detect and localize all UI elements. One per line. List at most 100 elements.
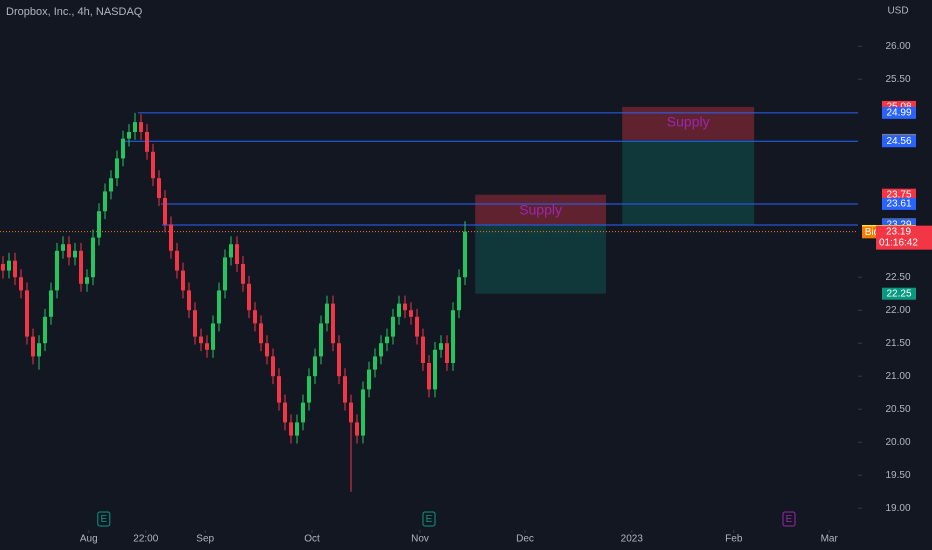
x-tick-label: Aug — [80, 534, 98, 545]
candle-body — [289, 422, 293, 436]
candle-body — [199, 336, 203, 344]
candle-body — [49, 290, 53, 317]
candle-body — [1, 264, 5, 271]
candle-body — [439, 343, 443, 350]
candle-body — [397, 303, 401, 317]
event-icon — [782, 511, 796, 527]
candle-body — [181, 270, 185, 291]
candle-body — [109, 178, 113, 192]
candle-body — [25, 290, 29, 337]
price-tag-label: 23.75 — [886, 189, 911, 200]
event-label: E — [786, 514, 793, 525]
candle-body — [349, 402, 353, 423]
candle-body — [85, 277, 89, 284]
candle-body — [415, 316, 419, 337]
candle-body — [223, 257, 227, 291]
candle-body — [331, 303, 335, 344]
candle-body — [337, 343, 341, 377]
supply-zone — [475, 194, 606, 225]
candle-body — [451, 310, 455, 363]
demand-zone — [475, 224, 606, 294]
candle-body — [295, 422, 299, 436]
candle-body — [325, 303, 329, 324]
event-icon — [422, 511, 436, 527]
candle-body — [7, 260, 11, 271]
candle-body — [193, 310, 197, 337]
candle-body — [373, 356, 377, 370]
candle-body — [283, 402, 287, 423]
candle-body — [361, 389, 365, 436]
candle-body — [301, 402, 305, 423]
event-label: E — [100, 514, 107, 525]
x-tick-label: Dec — [516, 534, 534, 545]
candle-body — [163, 198, 167, 225]
zone-label: Supply — [667, 114, 710, 130]
candle-body — [403, 303, 407, 311]
event-icon — [97, 511, 111, 527]
candle-body — [73, 250, 77, 258]
candle-body — [229, 244, 233, 258]
candle-body — [355, 422, 359, 436]
y-tick-label: 21.00 — [885, 371, 910, 382]
last-price-label: 23.19 — [886, 226, 911, 237]
price-tag-label: 24.56 — [886, 136, 911, 147]
price-tag-label: 23.61 — [886, 199, 911, 210]
candle-body — [367, 369, 371, 390]
candle-body — [67, 244, 71, 258]
candle-body — [421, 336, 425, 363]
candle-body — [235, 244, 239, 264]
candle-body — [205, 343, 209, 350]
candle-body — [187, 290, 191, 311]
chart-title: Dropbox, Inc., 4h, NASDAQ — [6, 6, 143, 18]
candle-body — [145, 132, 149, 152]
candle-body — [139, 122, 143, 132]
candle-body — [463, 231, 467, 278]
candle-body — [445, 343, 449, 363]
y-tick-label: 22.50 — [885, 272, 910, 283]
candle-body — [43, 316, 47, 344]
candle-body — [31, 336, 35, 357]
candle-body — [259, 323, 263, 344]
candle-body — [61, 244, 65, 251]
candle-body — [217, 290, 221, 324]
candle-body — [55, 250, 59, 291]
candle-body — [13, 260, 17, 278]
x-tick-label: Feb — [725, 534, 743, 545]
zone-label: Supply — [519, 201, 562, 217]
price-tag — [882, 135, 916, 148]
candle-body — [457, 277, 461, 311]
candle-body — [427, 363, 431, 390]
y-tick-label: 19.50 — [885, 470, 910, 481]
demand-zone — [622, 139, 755, 225]
candle-body — [385, 336, 389, 344]
y-tick-label: 20.50 — [885, 404, 910, 415]
x-tick-label: Mar — [821, 534, 839, 545]
x-tick-label: Nov — [411, 534, 429, 545]
price-tag — [882, 287, 916, 300]
countdown: 01:16:42 — [879, 237, 918, 248]
x-tick-label: Sep — [196, 534, 214, 545]
candle-body — [211, 323, 215, 350]
y-tick-label: 26.00 — [885, 41, 910, 52]
candle-body — [103, 191, 107, 212]
x-tick-label: 22:00 — [133, 534, 158, 545]
candle-body — [313, 356, 317, 377]
price-tag — [882, 188, 916, 201]
candle-body — [247, 283, 251, 311]
y-tick-label: 21.50 — [885, 338, 910, 349]
candle-body — [253, 310, 257, 324]
y-tick-label: 22.00 — [885, 305, 910, 316]
candle-body — [379, 343, 383, 357]
candle-body — [151, 151, 155, 179]
candle-body — [121, 138, 125, 159]
candle-body — [91, 237, 95, 278]
candle-body — [265, 343, 269, 357]
candle-body — [169, 224, 173, 251]
candle-body — [433, 349, 437, 390]
candle-body — [175, 250, 179, 271]
candle-body — [307, 376, 311, 403]
y-tick-label: 20.00 — [885, 437, 910, 448]
candle-body — [409, 310, 413, 317]
